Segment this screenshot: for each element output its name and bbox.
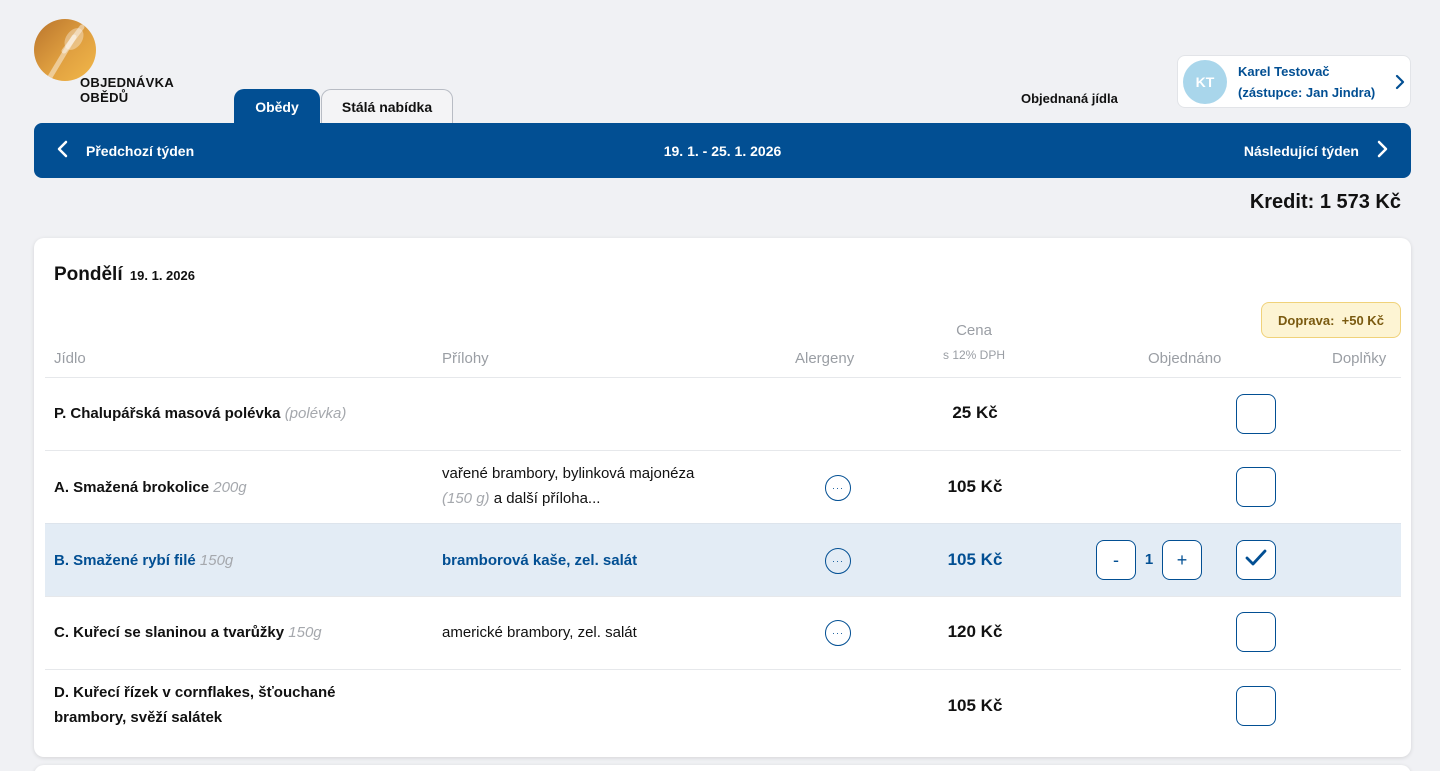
day-card: Pondělí 19. 1. 2026 Doprava: +50 Kč Jídl… — [34, 238, 1411, 757]
week-range: 19. 1. - 25. 1. 2026 — [663, 142, 782, 159]
day-date: 19. 1. 2026 — [129, 268, 195, 283]
next-day-card — [34, 765, 1411, 771]
avatar: KT — [1183, 59, 1227, 104]
increase-quantity-button[interactable]: + — [1162, 540, 1202, 580]
meal-price: 105 Kč — [947, 696, 1003, 715]
credit-balance: Kredit: 1 573 Kč — [1249, 191, 1401, 213]
meal-title-line-2: brambory, svěží salátek — [54, 709, 223, 726]
column-meal: Jídlo — [54, 350, 86, 367]
sides-more: a další příloha... — [489, 490, 601, 507]
tab-lunches[interactable]: Obědy — [234, 89, 320, 124]
meal-name: P. Chalupářská masová polévka (polévka) — [54, 401, 346, 426]
meal-title: B. Smažené rybí filé — [54, 552, 196, 569]
chevron-right-icon — [1377, 140, 1389, 161]
column-extras: Doplňky — [1332, 350, 1387, 367]
order-checkbox[interactable] — [1236, 686, 1276, 726]
sides-text: vařené brambory, bylinková majonéza — [442, 465, 695, 482]
quantity-value: 1 — [1144, 551, 1154, 568]
order-checkbox[interactable] — [1236, 394, 1276, 434]
meal-note: 150g — [288, 624, 322, 641]
next-week-button[interactable]: Následující týden — [1244, 123, 1389, 178]
delivery-badge: Doprava: +50 Kč — [1261, 302, 1401, 338]
column-price-note: s 12% DPH — [942, 348, 1006, 362]
checkmark-icon — [1245, 549, 1267, 572]
column-sides: Přílohy — [442, 350, 489, 367]
previous-week-label: Předchozí týden — [86, 142, 195, 159]
decrease-quantity-button[interactable]: - — [1096, 540, 1136, 580]
column-price: Cena s 12% DPH — [924, 322, 1024, 362]
meal-name: D. Kuřecí řízek v cornflakes, šťouchané … — [54, 680, 335, 730]
day-name: Pondělí — [54, 264, 123, 285]
meal-price: 105 Kč — [947, 550, 1003, 569]
table-row: B. Smažené rybí filé 150g bramborová kaš… — [45, 523, 1401, 596]
meal-price: 25 Kč — [952, 403, 998, 422]
week-navigation: Předchozí týden 19. 1. - 25. 1. 2026 Nás… — [34, 123, 1411, 178]
meal-name: B. Smažené rybí filé 150g — [54, 548, 233, 573]
meal-title: C. Kuřecí se slaninou a tvarůžky — [54, 624, 285, 641]
table-row: C. Kuřecí se slaninou a tvarůžky 150g am… — [45, 596, 1401, 669]
order-checkbox[interactable] — [1236, 467, 1276, 507]
user-card[interactable]: KT Karel Testovač (zástupce: Jan Jindra) — [1177, 55, 1411, 108]
delivery-label: Doprava: — [1278, 312, 1335, 328]
main-tabs: Obědy Stálá nabídka — [234, 89, 453, 124]
ordered-meals-link[interactable]: Objednaná jídla — [1021, 91, 1118, 106]
table-row: A. Smažená brokolice 200g vařené brambor… — [45, 450, 1401, 523]
delivery-value: +50 Kč — [1341, 312, 1384, 328]
meal-note: (polévka) — [284, 405, 347, 422]
meal-note: 200g — [213, 479, 247, 496]
logo-text: OBJEDNÁVKA OBĚDŮ — [80, 75, 174, 105]
meal-sides: bramborová kaše, zel. salát — [442, 552, 638, 569]
meal-sides: vařené brambory, bylinková majonéza (150… — [442, 461, 694, 511]
meal-note: 150g — [199, 552, 234, 569]
sides-weight: (150 g) — [442, 490, 490, 507]
allergens-button[interactable]: ··· — [825, 475, 851, 501]
user-name: Karel Testovač — [1238, 63, 1330, 79]
fork-knife-logo-icon — [34, 19, 96, 81]
meal-sides: americké brambory, zel. salát — [442, 624, 637, 641]
table-row: P. Chalupářská masová polévka (polévka) … — [45, 377, 1401, 450]
logo-line-2: OBĚDŮ — [80, 90, 129, 105]
meal-title-line-1: D. Kuřecí řízek v cornflakes, šťouchané — [54, 684, 336, 701]
meal-price: 120 Kč — [947, 622, 1003, 641]
column-price-label: Cena — [956, 322, 992, 339]
app-logo[interactable]: OBJEDNÁVKA OBĚDŮ — [34, 19, 194, 109]
meal-name: C. Kuřecí se slaninou a tvarůžky 150g — [54, 620, 322, 645]
table-row: D. Kuřecí řízek v cornflakes, šťouchané … — [45, 669, 1401, 757]
meal-name: A. Smažená brokolice 200g — [54, 475, 247, 500]
column-ordered: Objednáno — [1148, 350, 1222, 367]
next-week-label: Následující týden — [1243, 142, 1359, 159]
day-title: Pondělí 19. 1. 2026 — [54, 264, 195, 286]
order-checkbox-checked[interactable] — [1236, 540, 1276, 580]
chevron-left-icon — [56, 140, 68, 161]
user-substitute: (zástupce: Jan Jindra) — [1238, 84, 1376, 100]
allergens-button[interactable]: ··· — [825, 620, 851, 646]
chevron-right-icon — [1395, 74, 1405, 95]
meal-title: A. Smažená brokolice — [54, 479, 210, 496]
user-info: Karel Testovač (zástupce: Jan Jindra) — [1238, 61, 1375, 103]
logo-line-1: OBJEDNÁVKA — [80, 75, 175, 90]
allergens-button[interactable]: ··· — [825, 548, 851, 574]
tab-permanent-offer[interactable]: Stálá nabídka — [321, 89, 453, 124]
previous-week-button[interactable]: Předchozí týden — [56, 123, 194, 178]
column-allergens: Alergeny — [795, 350, 855, 367]
meal-price: 105 Kč — [947, 477, 1003, 496]
order-checkbox[interactable] — [1236, 612, 1276, 652]
meal-title: P. Chalupářská masová polévka — [54, 405, 281, 422]
